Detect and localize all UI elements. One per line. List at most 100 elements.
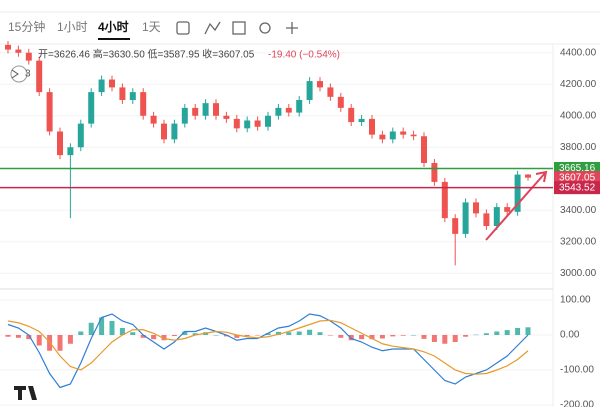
candle-body <box>213 103 219 116</box>
plot <box>0 40 553 406</box>
candle-body <box>57 131 63 156</box>
histogram-bar <box>442 335 448 344</box>
candle-body <box>265 115 271 127</box>
interval-button[interactable]: 1天 <box>142 20 161 34</box>
histogram-bar <box>327 335 333 336</box>
candle-body <box>119 87 126 100</box>
candle-body <box>504 207 511 212</box>
histogram-bar <box>452 335 458 342</box>
icon[interactable] <box>176 21 190 35</box>
candle-body <box>431 163 438 182</box>
candle-body <box>88 92 95 124</box>
candle-body <box>25 52 32 61</box>
histogram-bar <box>504 330 510 335</box>
badge: 3 <box>25 69 31 80</box>
histogram-bar <box>338 335 344 338</box>
candle-body <box>452 218 459 234</box>
histogram-bar <box>213 335 219 336</box>
candle-body <box>46 92 53 132</box>
candle-body <box>317 81 323 88</box>
icon[interactable] <box>232 21 246 35</box>
histogram-bar <box>348 335 354 341</box>
candle-body <box>223 115 230 119</box>
candle-body <box>473 202 479 214</box>
histogram-bar <box>265 333 271 335</box>
histogram-bar <box>119 328 125 335</box>
candle-body <box>150 115 157 124</box>
toolbar-icons[interactable] <box>176 21 298 35</box>
price-label-bg <box>554 181 600 195</box>
histogram-bar <box>161 335 167 341</box>
interval-button[interactable]: 4小时 <box>98 19 129 34</box>
candle-body <box>296 100 303 113</box>
y-tick-label: 4000.00 <box>560 110 597 121</box>
price-label: 3607.05 <box>559 172 596 183</box>
histogram-bar <box>307 329 313 335</box>
histogram-bar <box>421 335 427 339</box>
trend-arrow <box>485 170 548 241</box>
y-tick-label: 3200.00 <box>560 236 597 247</box>
histogram-bar <box>400 335 406 336</box>
y-tick-label: 3400.00 <box>560 205 597 216</box>
candle-body <box>98 79 105 93</box>
ohlc-legend: 开=3626.46 高=3630.50 低=3587.95 收=3607.05 <box>38 48 255 61</box>
candle-body <box>306 81 313 100</box>
histogram-bar <box>390 335 396 337</box>
icon[interactable] <box>286 22 298 34</box>
histogram-bar <box>140 335 146 338</box>
y-tick-label: 3800.00 <box>560 142 597 153</box>
histogram-bar <box>369 335 375 340</box>
histogram-bar <box>431 335 437 342</box>
icon[interactable] <box>259 22 271 34</box>
candle-body <box>483 213 490 226</box>
candle-body <box>233 118 240 129</box>
y-tick-label: -100.00 <box>560 365 594 376</box>
candle-body <box>254 120 261 127</box>
interval-button[interactable]: 15分钟 <box>8 19 45 34</box>
histogram-bar <box>359 335 365 340</box>
y-tick-label: 0.00 <box>560 330 580 341</box>
histogram-bar <box>99 317 105 335</box>
candle-body <box>285 107 292 113</box>
histogram-bar <box>515 328 521 335</box>
histogram-bar <box>192 333 198 335</box>
histogram-bar <box>473 334 479 336</box>
histogram-bar <box>286 332 292 335</box>
histogram-bar <box>67 335 73 344</box>
icon[interactable] <box>204 21 221 35</box>
candle-body <box>77 123 84 148</box>
interval-button[interactable]: 1小时 <box>57 20 88 34</box>
candle-body <box>161 123 167 140</box>
histogram-bar <box>36 335 42 346</box>
candle-body <box>202 103 209 116</box>
y-tick-label: 100.00 <box>560 295 591 306</box>
candle-body <box>514 174 521 212</box>
histogram-bar <box>151 335 157 340</box>
candle-body <box>358 118 365 123</box>
y-tick-label: 3000.00 <box>560 268 597 279</box>
macd-line <box>7 319 529 375</box>
candle-body <box>389 131 396 140</box>
histogram-bar <box>57 335 63 351</box>
candle-body <box>337 96 344 108</box>
candle-body <box>109 79 115 88</box>
candle-body <box>379 134 386 140</box>
candle-body <box>327 87 334 97</box>
histogram-bar <box>182 331 188 335</box>
histogram-bar <box>483 333 489 335</box>
candle-body <box>400 131 407 135</box>
histogram-bar <box>275 331 281 335</box>
histogram-bar <box>494 331 500 335</box>
candle-body <box>15 49 22 53</box>
price-label-bg <box>554 171 600 185</box>
candle-body <box>410 134 417 137</box>
y-tick-label: 4200.00 <box>560 79 597 90</box>
candle-body <box>441 181 448 219</box>
candle-body <box>67 147 74 156</box>
tv-logo <box>14 386 37 400</box>
histogram-bar <box>78 331 84 335</box>
macd-line <box>7 313 529 389</box>
badge-circle <box>10 65 28 83</box>
histogram-bar <box>379 335 385 339</box>
